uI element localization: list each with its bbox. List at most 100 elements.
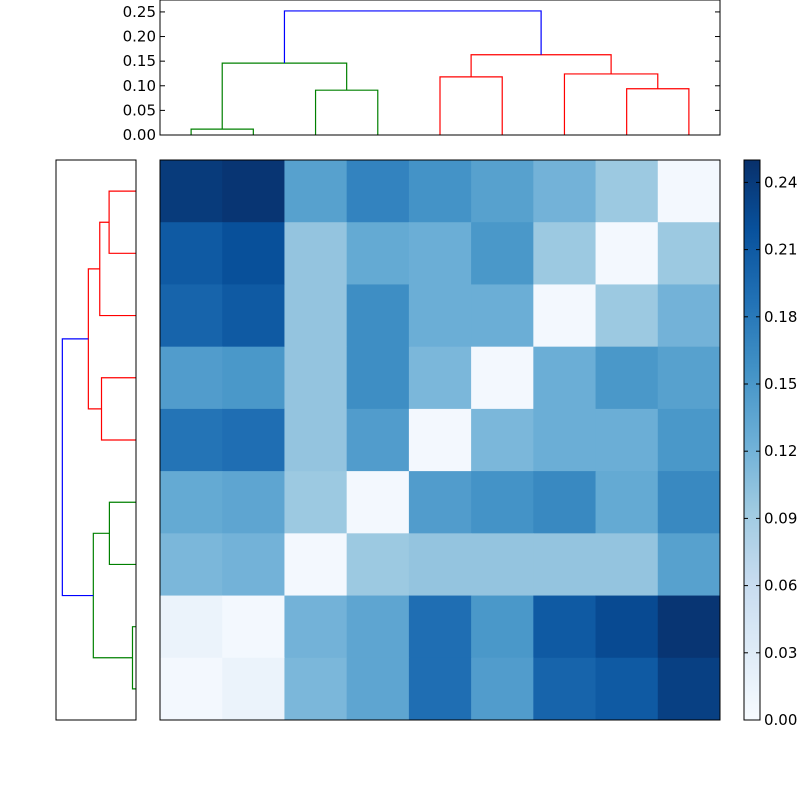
heatmap-cell <box>657 657 721 721</box>
heatmap-cell <box>595 346 659 410</box>
top-dendrogram-tick-label: 0.00 <box>123 126 156 144</box>
heatmap-cell <box>471 160 534 223</box>
heatmap-cell <box>160 222 223 285</box>
top-dendrogram-tick-label: 0.20 <box>123 28 156 46</box>
heatmap-cell <box>595 471 659 534</box>
colorbar-tick-label: 0.24 <box>764 173 797 191</box>
heatmap-cell <box>595 160 659 223</box>
colorbar-gradient <box>743 159 761 721</box>
heatmap-cell <box>657 408 721 472</box>
colorbar: 0.00 0.03 0.06 0.09 0.12 0.15 0.18 0.21 0.24 <box>743 159 797 729</box>
heatmap-cell <box>408 222 472 285</box>
heatmap-cell <box>222 160 285 223</box>
heatmap-cell <box>346 222 410 285</box>
heatmap-cell <box>284 471 348 534</box>
heatmap-cell <box>408 533 472 597</box>
heatmap-cell <box>222 408 285 472</box>
heatmap-cell <box>160 346 223 410</box>
heatmap-cell <box>533 657 597 721</box>
heatmap-cell <box>408 595 472 659</box>
top-dendrogram-link <box>190 128 254 135</box>
left-dendrogram-link <box>92 532 133 659</box>
colorbar-tick-label: 0.18 <box>764 308 797 326</box>
heatmap-cell <box>595 222 659 285</box>
heatmap-cell <box>657 346 721 410</box>
heatmap-cell <box>533 222 597 285</box>
left-dendrogram-link <box>108 190 136 254</box>
heatmap-cell <box>284 657 348 721</box>
heatmap-cell <box>222 657 285 721</box>
heatmap-cell <box>346 160 410 223</box>
colorbar-tick-label: 0.03 <box>764 644 797 662</box>
colorbar-tick-label: 0.21 <box>764 241 797 259</box>
heatmap-cell <box>595 533 659 597</box>
colorbar-tick-label: 0.12 <box>764 442 797 460</box>
colorbar-tick-label: 0.09 <box>764 509 797 527</box>
top-dendrogram-link <box>439 76 503 135</box>
heatmap-frame <box>159 159 721 721</box>
top-dendrogram-link <box>283 10 542 64</box>
heatmap-cell <box>471 408 534 472</box>
heatmap-cell <box>284 533 348 597</box>
top-dendrogram-frame <box>159 0 721 136</box>
heatmap-cell <box>346 284 410 348</box>
heatmap-cell <box>160 657 223 721</box>
heatmap-cell <box>346 346 410 410</box>
heatmap-cell <box>160 471 223 534</box>
heatmap-cell <box>346 471 410 534</box>
heatmap-cell <box>595 657 659 721</box>
heatmap-cell <box>471 533 534 597</box>
heatmap-cell <box>160 284 223 348</box>
heatmap-cell <box>346 595 410 659</box>
heatmap-cell <box>533 346 597 410</box>
left-dendrogram-link <box>108 501 136 566</box>
heatmap-cell <box>471 284 534 348</box>
left-dendrogram-frame <box>55 159 137 721</box>
heatmap-cell <box>533 160 597 223</box>
heatmap-cell <box>408 471 472 534</box>
heatmap-cell <box>346 657 410 721</box>
left-dendrogram-link <box>100 377 136 441</box>
heatmap-cell <box>657 160 721 223</box>
heatmap-cell <box>346 408 410 472</box>
heatmap-cell <box>657 471 721 534</box>
heatmap-cell <box>471 595 534 659</box>
left-dendrogram <box>55 159 137 721</box>
heatmap-cell <box>284 160 348 223</box>
heatmap-cell <box>284 222 348 285</box>
heatmap-cell <box>595 595 659 659</box>
top-dendrogram-link <box>626 88 690 135</box>
heatmap-cell <box>595 284 659 348</box>
heatmap-cell <box>222 533 285 597</box>
top-dendrogram: 0.00 0.05 0.10 0.15 0.20 0.25 <box>123 0 721 144</box>
heatmap-cell <box>408 657 472 721</box>
top-dendrogram-link <box>314 89 379 135</box>
heatmap-cell <box>284 284 348 348</box>
heatmap-cell <box>471 657 534 721</box>
colorbar-tick-label: 0.15 <box>764 375 797 393</box>
heatmap-cell <box>160 533 223 597</box>
top-dendrogram-link <box>563 73 659 135</box>
heatmap-cell <box>222 346 285 410</box>
heatmap-cell <box>408 160 472 223</box>
heatmap-cell <box>160 595 223 659</box>
heatmap-cell <box>222 595 285 659</box>
heatmap-cell <box>533 471 597 534</box>
heatmap-cell <box>657 284 721 348</box>
heatmap-cell <box>533 533 597 597</box>
heatmap-cell <box>160 160 223 223</box>
heatmap-cell <box>533 284 597 348</box>
heatmap-cell <box>471 222 534 285</box>
heatmap-cell <box>408 346 472 410</box>
heatmap-cell <box>533 408 597 472</box>
heatmap-cell <box>471 346 534 410</box>
left-dendrogram-link <box>99 221 136 317</box>
colorbar-tick-label: 0.06 <box>764 577 797 595</box>
top-dendrogram-tick-label: 0.10 <box>123 77 156 95</box>
heatmap-cell <box>408 408 472 472</box>
heatmap-cell <box>222 471 285 534</box>
heatmap-cell <box>657 222 721 285</box>
heatmap-matrix <box>159 159 721 721</box>
heatmap-cell <box>160 408 223 472</box>
